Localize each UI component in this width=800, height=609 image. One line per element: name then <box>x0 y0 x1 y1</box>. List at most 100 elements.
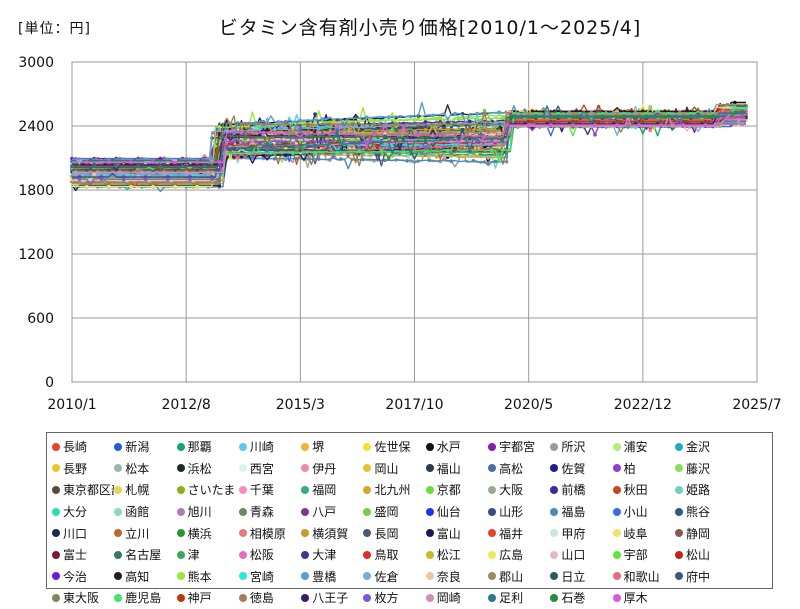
data-point <box>107 184 111 189</box>
data-point <box>305 132 310 136</box>
legend-label: 函館 <box>125 505 150 520</box>
legend-item: 千葉 <box>238 479 301 501</box>
data-point <box>154 158 159 163</box>
legend-item: 福岡 <box>301 479 363 501</box>
legend-item: 和歌山 <box>612 566 675 588</box>
legend-label: 相模原 <box>249 526 286 541</box>
data-point <box>276 148 281 153</box>
data-point <box>394 122 398 127</box>
legend-marker-icon <box>363 442 372 451</box>
data-point <box>453 111 457 116</box>
legend-label: 柏 <box>623 461 636 476</box>
series-markers-86 <box>84 116 730 164</box>
legend-label: 名古屋 <box>125 548 162 563</box>
data-point <box>357 149 362 154</box>
legend-marker-icon <box>238 464 247 473</box>
data-point <box>375 145 380 150</box>
legend-label: 静岡 <box>685 526 710 541</box>
legend-item: 西宮 <box>238 458 301 480</box>
legend-marker-icon <box>488 442 497 451</box>
legend-label: 神戸 <box>187 591 212 606</box>
data-point <box>401 139 406 143</box>
data-point <box>740 122 745 126</box>
legend-item: 鹿児島 <box>114 587 176 609</box>
legend-item: 盛岡 <box>363 501 425 523</box>
legend-label: 横浜 <box>187 526 212 541</box>
legend-label: 八戸 <box>312 505 337 520</box>
data-point <box>143 177 148 181</box>
legend-item: 長崎 <box>52 436 114 458</box>
data-point <box>663 115 667 119</box>
legend-item: 松江 <box>425 544 488 566</box>
data-point <box>703 123 708 127</box>
data-point <box>670 124 675 128</box>
legend-label: 徳島 <box>249 591 274 606</box>
data-point <box>339 157 343 161</box>
data-point <box>258 125 262 130</box>
legend-marker-icon <box>301 593 310 602</box>
data-point <box>552 115 557 119</box>
legend-marker-icon <box>363 529 372 538</box>
legend-item: 堺 <box>301 436 363 458</box>
legend-marker-icon <box>612 464 621 473</box>
data-point <box>641 119 645 124</box>
data-point <box>235 156 240 160</box>
legend-item: 横須賀 <box>301 522 363 544</box>
legend-label: 姫路 <box>685 483 710 498</box>
data-point <box>423 139 428 143</box>
legend-marker-icon <box>301 485 310 494</box>
legend-item: 川口 <box>52 522 114 544</box>
legend-marker-icon <box>550 507 559 516</box>
legend-marker-icon <box>52 485 60 494</box>
data-point <box>316 152 321 156</box>
data-point <box>287 129 292 133</box>
legend-item: 札幌 <box>114 479 176 501</box>
data-point <box>291 151 295 155</box>
data-point <box>217 181 222 185</box>
data-point <box>177 158 181 163</box>
data-point <box>353 135 358 139</box>
legend-item: 横浜 <box>176 522 239 544</box>
data-point <box>386 156 391 160</box>
legend-item: 神戸 <box>176 587 239 609</box>
data-point <box>202 164 207 169</box>
data-point <box>357 141 362 145</box>
data-point <box>482 112 487 116</box>
legend-label: 高知 <box>125 569 150 584</box>
data-point <box>298 118 303 123</box>
legend-label: 川口 <box>63 526 88 541</box>
data-point <box>210 177 214 181</box>
data-point <box>129 184 133 189</box>
legend-marker-icon <box>674 529 683 538</box>
legend-marker-icon <box>176 507 185 516</box>
legend-marker-icon <box>425 507 434 516</box>
legend-label: 小山 <box>623 505 648 520</box>
legend-label: 青森 <box>249 505 274 520</box>
data-point <box>493 159 498 164</box>
legend-item: 浦安 <box>612 436 675 458</box>
legend-label: 岡崎 <box>436 591 461 606</box>
data-point <box>434 144 439 149</box>
y-tick-label: 2400 <box>18 119 54 135</box>
legend-item: 青森 <box>238 501 301 523</box>
legend-label: 伊丹 <box>312 461 337 476</box>
data-point <box>84 184 89 189</box>
y-tick-label: 600 <box>27 311 54 327</box>
data-point <box>641 115 645 119</box>
data-point <box>593 132 597 137</box>
legend-label: 秋田 <box>623 483 648 498</box>
legend-label: 甲府 <box>561 526 586 541</box>
legend-label: 東大阪 <box>63 591 100 606</box>
legend-label: 日立 <box>561 569 586 584</box>
legend-item: 仙台 <box>425 501 488 523</box>
legend-label: 浦安 <box>623 440 648 455</box>
data-point <box>681 123 686 127</box>
data-point <box>504 123 509 127</box>
legend-label: 松江 <box>436 548 461 563</box>
legend-item: 奈良 <box>425 566 488 588</box>
data-point <box>593 123 597 127</box>
data-point <box>733 106 737 110</box>
legend-marker-icon <box>488 529 497 538</box>
data-point <box>129 181 133 185</box>
legend-marker-icon <box>52 550 60 559</box>
